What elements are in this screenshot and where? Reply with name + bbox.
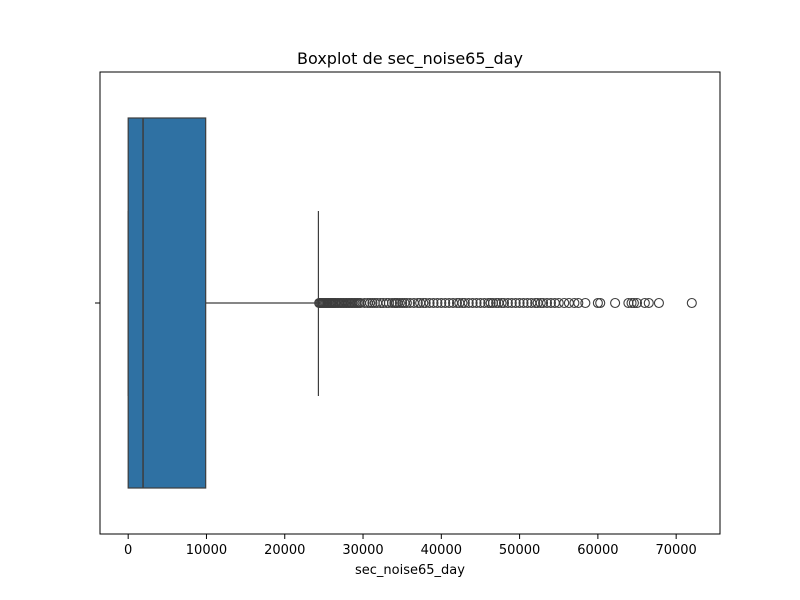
iqr-box bbox=[127, 117, 207, 489]
outlier-point bbox=[444, 297, 455, 309]
outlier-point bbox=[631, 297, 643, 309]
x-tick-label: 40000 bbox=[421, 543, 462, 558]
outlier-point bbox=[535, 297, 546, 309]
outlier-point bbox=[538, 297, 549, 309]
x-axis-label: sec_noise65_day bbox=[355, 563, 465, 578]
outlier-point bbox=[639, 297, 650, 309]
outlier-point bbox=[451, 297, 463, 309]
x-tick-4: 40000 bbox=[421, 534, 462, 558]
outlier-point bbox=[467, 297, 478, 309]
outlier-point bbox=[643, 297, 654, 309]
x-tick-label: 20000 bbox=[264, 543, 305, 558]
outlier-point bbox=[459, 297, 470, 309]
x-tick-7: 70000 bbox=[655, 534, 697, 558]
x-tick-label: 10000 bbox=[186, 543, 227, 558]
outlier-point bbox=[471, 297, 482, 309]
outlier-point bbox=[424, 297, 435, 309]
x-axis-ticks: 0 10000 20000 30000 40000 50000 60000 7 bbox=[124, 534, 697, 558]
outlier-point bbox=[502, 297, 513, 309]
outlier-point bbox=[404, 297, 416, 309]
outlier-point bbox=[569, 297, 580, 309]
outlier-point bbox=[498, 297, 509, 309]
outlier-point bbox=[510, 297, 521, 309]
outlier-point bbox=[592, 297, 603, 309]
outlier-point bbox=[420, 297, 431, 309]
x-tick-2: 20000 bbox=[264, 534, 305, 558]
outlier-point bbox=[394, 297, 405, 309]
outlier-point bbox=[432, 297, 443, 309]
outlier-point bbox=[522, 297, 533, 309]
outlier-point bbox=[365, 297, 376, 309]
outlier-point bbox=[530, 297, 541, 309]
outlier-point bbox=[485, 297, 496, 309]
outlier-point bbox=[580, 297, 591, 309]
outlier-point bbox=[440, 297, 451, 309]
outlier-point bbox=[412, 297, 423, 309]
outlier-point bbox=[463, 297, 474, 309]
outlier-group bbox=[314, 297, 697, 309]
outlier-point bbox=[506, 297, 517, 309]
outlier-point bbox=[475, 297, 486, 309]
outlier-point bbox=[545, 297, 556, 309]
x-tick-label: 50000 bbox=[499, 543, 540, 558]
outlier-point bbox=[559, 297, 570, 309]
outlier-point bbox=[518, 297, 529, 309]
outlier-point bbox=[496, 297, 507, 309]
x-tick-0: 0 bbox=[124, 534, 132, 558]
outlier-point bbox=[610, 297, 621, 309]
x-tick-1: 10000 bbox=[186, 534, 227, 558]
outlier-point bbox=[436, 297, 447, 309]
x-tick-label: 60000 bbox=[577, 543, 618, 558]
outlier-point bbox=[514, 297, 525, 309]
outlier-point bbox=[653, 297, 664, 309]
outlier-point bbox=[457, 297, 468, 309]
outlier-point bbox=[418, 297, 429, 309]
outlier-point bbox=[397, 297, 408, 309]
outlier-point bbox=[595, 297, 606, 309]
outlier-point bbox=[386, 297, 398, 309]
outlier-point bbox=[628, 297, 639, 309]
x-tick-6: 60000 bbox=[577, 534, 619, 558]
plot-area bbox=[127, 117, 697, 489]
outlier-point bbox=[359, 297, 370, 309]
outlier-point bbox=[428, 297, 439, 309]
outlier-point bbox=[626, 297, 637, 309]
outlier-point bbox=[491, 297, 502, 309]
outlier-point bbox=[401, 297, 412, 309]
x-tick-label: 0 bbox=[124, 543, 132, 558]
x-tick-label: 30000 bbox=[342, 543, 383, 558]
outlier-point bbox=[483, 297, 494, 309]
outlier-point bbox=[686, 297, 697, 309]
outlier-point bbox=[573, 297, 584, 309]
outlier-point bbox=[367, 297, 378, 309]
x-tick-3: 30000 bbox=[342, 534, 384, 558]
chart-title: Boxplot de sec_noise65_day bbox=[297, 49, 523, 69]
outlier-point bbox=[541, 297, 553, 309]
x-tick-label: 70000 bbox=[655, 543, 696, 558]
outlier-point bbox=[553, 297, 564, 309]
x-tick-5: 50000 bbox=[499, 534, 540, 558]
